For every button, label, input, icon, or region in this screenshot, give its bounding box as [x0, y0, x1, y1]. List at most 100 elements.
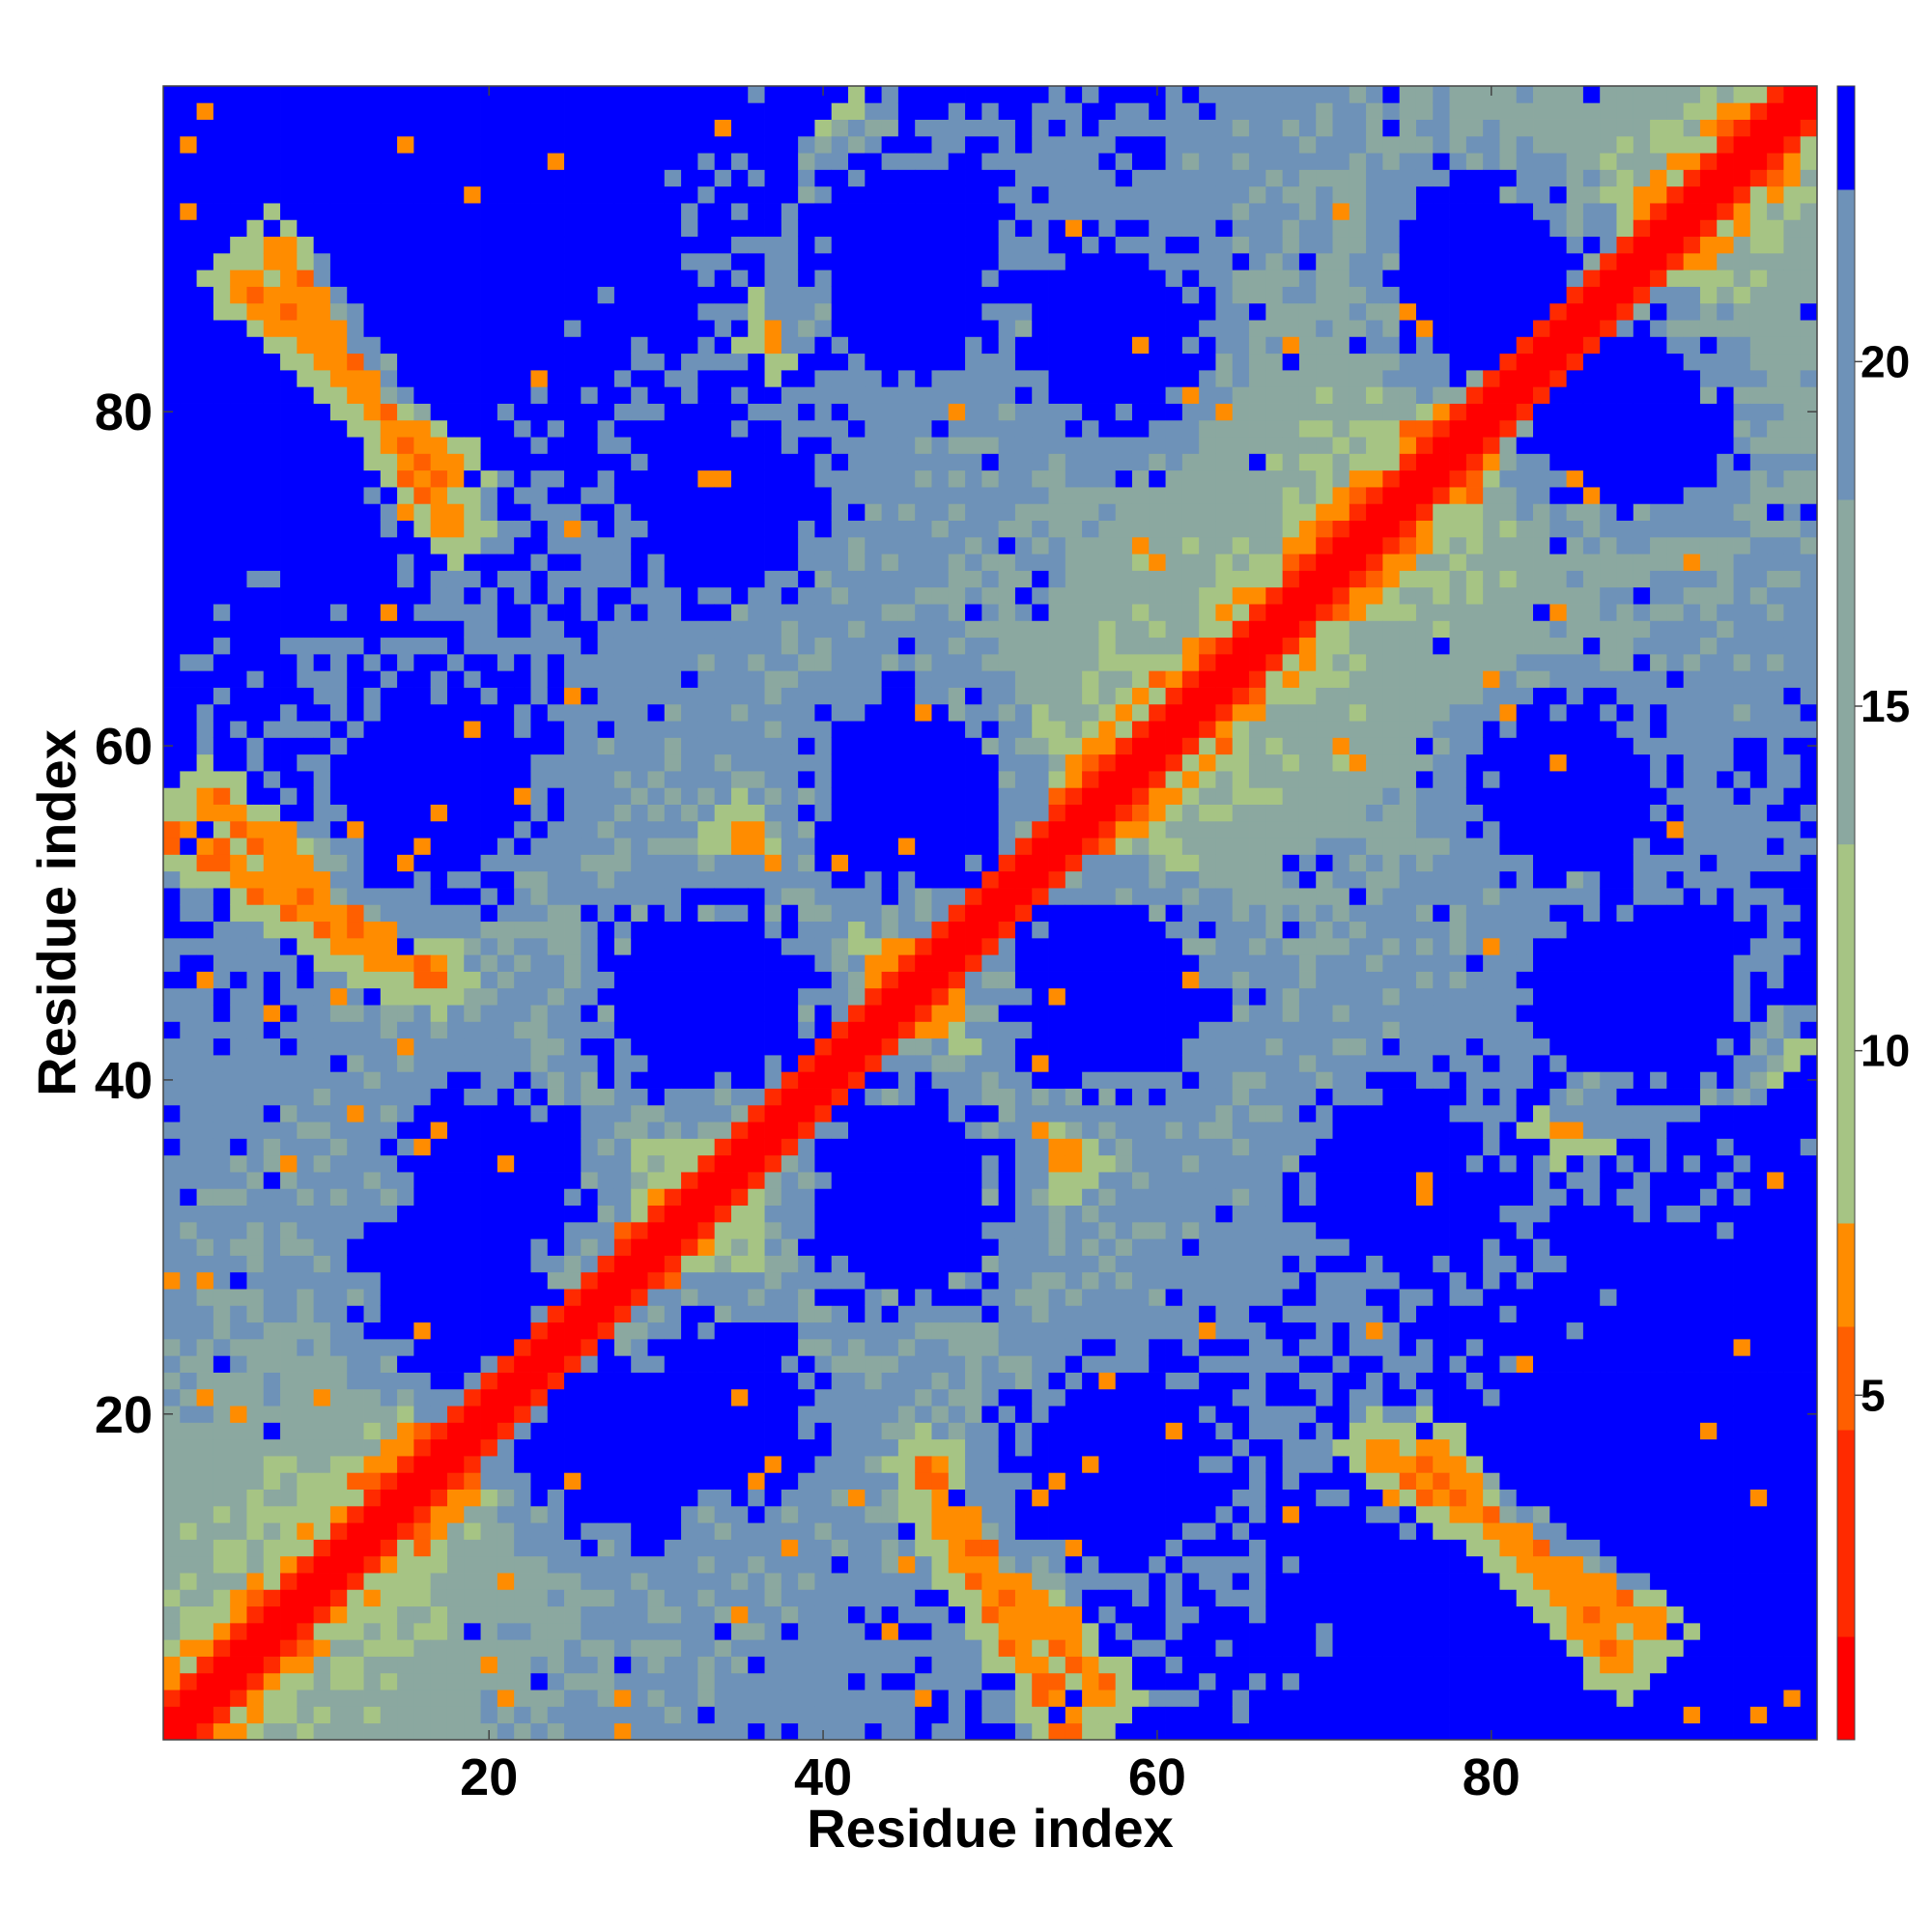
heatmap-cell: [915, 1138, 932, 1156]
heatmap-cell: [714, 1555, 732, 1574]
heatmap-cell: [329, 1456, 348, 1473]
heatmap-cell: [280, 1489, 298, 1507]
heatmap-cell: [764, 119, 782, 137]
heatmap-cell: [530, 721, 549, 738]
heatmap-cell: [313, 487, 331, 504]
heatmap-cell: [865, 1088, 882, 1106]
heatmap-cell: [664, 1456, 682, 1473]
heatmap-cell: [781, 854, 799, 872]
heatmap-cell: [430, 302, 448, 321]
heatmap-cell: [681, 687, 698, 705]
heatmap-cell: [931, 270, 950, 287]
heatmap-cell: [413, 1071, 432, 1089]
heatmap-cell: [798, 336, 815, 355]
heatmap-cell: [865, 604, 882, 621]
heatmap-cell: [180, 1154, 197, 1173]
heatmap-cell: [547, 1656, 565, 1674]
heatmap-cell: [263, 386, 281, 404]
heatmap-cell: [965, 1338, 982, 1356]
heatmap-cell: [865, 721, 882, 738]
heatmap-cell: [514, 386, 531, 404]
heatmap-cell: [714, 1489, 732, 1507]
heatmap-cell: [397, 1355, 414, 1373]
heatmap-cell: [697, 236, 716, 254]
heatmap-cell: [931, 787, 950, 805]
heatmap-cell: [297, 1622, 315, 1640]
heatmap-cell: [664, 787, 682, 805]
heatmap-cell: [714, 119, 732, 137]
heatmap-cell: [430, 503, 448, 522]
heatmap-cell: [547, 1605, 565, 1624]
heatmap-cell: [163, 1271, 181, 1290]
heatmap-cell: [597, 1021, 615, 1039]
heatmap-cell: [397, 1205, 414, 1223]
heatmap-cell: [697, 536, 716, 554]
heatmap-cell: [196, 1005, 214, 1022]
heatmap-cell: [965, 219, 982, 238]
heatmap-cell: [297, 1088, 315, 1106]
heatmap-cell: [397, 1672, 414, 1690]
heatmap-cell: [180, 336, 197, 355]
heatmap-cell: [748, 536, 765, 554]
heatmap-cell: [965, 1289, 982, 1306]
heatmap-cell: [213, 1438, 231, 1457]
heatmap-cell: [530, 870, 549, 889]
heatmap-cell: [581, 252, 599, 270]
heatmap-cell: [865, 1672, 882, 1690]
heatmap-cell: [897, 820, 916, 838]
heatmap-cell: [931, 169, 950, 187]
heatmap-cell: [246, 1406, 265, 1423]
heatmap-cell: [430, 252, 448, 270]
heatmap-cell: [413, 1271, 432, 1290]
heatmap-cell: [464, 1255, 481, 1273]
heatmap-cell: [497, 1388, 515, 1406]
heatmap-cell: [865, 620, 882, 639]
heatmap-cell: [280, 1472, 298, 1490]
heatmap-cell: [329, 1021, 348, 1039]
heatmap-cell: [480, 854, 498, 872]
heatmap-cell: [613, 1255, 632, 1273]
heatmap-cell: [163, 1188, 181, 1207]
heatmap-cell: [347, 320, 364, 337]
heatmap-cell: [163, 1005, 181, 1022]
heatmap-cell: [230, 1622, 247, 1640]
heatmap-cell: [897, 1573, 916, 1590]
heatmap-cell: [748, 1305, 765, 1323]
heatmap-cell: [564, 119, 582, 137]
heatmap-cell: [497, 437, 515, 454]
heatmap-cell: [230, 102, 247, 120]
heatmap-cell: [329, 670, 348, 688]
heatmap-cell: [213, 737, 231, 755]
heatmap-cell: [246, 1555, 265, 1574]
heatmap-cell: [213, 153, 231, 170]
heatmap-cell: [931, 753, 950, 772]
heatmap-cell: [413, 1188, 432, 1207]
heatmap-cell: [948, 703, 966, 722]
heatmap-cell: [297, 870, 315, 889]
heatmap-cell: [931, 1605, 950, 1624]
heatmap-cell: [347, 1054, 364, 1072]
heatmap-cell: [981, 1271, 1000, 1290]
heatmap-cell: [865, 185, 882, 204]
heatmap-cell: [897, 453, 916, 471]
heatmap-cell: [664, 904, 682, 923]
heatmap-cell: [430, 1672, 448, 1690]
heatmap-cell: [581, 1555, 599, 1574]
heatmap-cell: [631, 1289, 648, 1306]
heatmap-cell: [413, 888, 432, 905]
heatmap-cell: [581, 921, 599, 939]
heatmap-cell: [881, 1154, 899, 1173]
heatmap-cell: [781, 320, 799, 337]
heatmap-cell: [965, 536, 982, 554]
heatmap-cell: [915, 469, 932, 488]
heatmap-cell: [297, 888, 315, 905]
heatmap-cell: [681, 888, 698, 905]
heatmap-cell: [965, 236, 982, 254]
heatmap-cell: [380, 1238, 398, 1256]
heatmap-cell: [180, 1321, 197, 1340]
heatmap-cell: [297, 1271, 315, 1290]
heatmap-cell: [196, 1388, 214, 1406]
heatmap-cell: [280, 771, 298, 788]
heatmap-cell: [697, 771, 716, 788]
heatmap-cell: [915, 721, 932, 738]
